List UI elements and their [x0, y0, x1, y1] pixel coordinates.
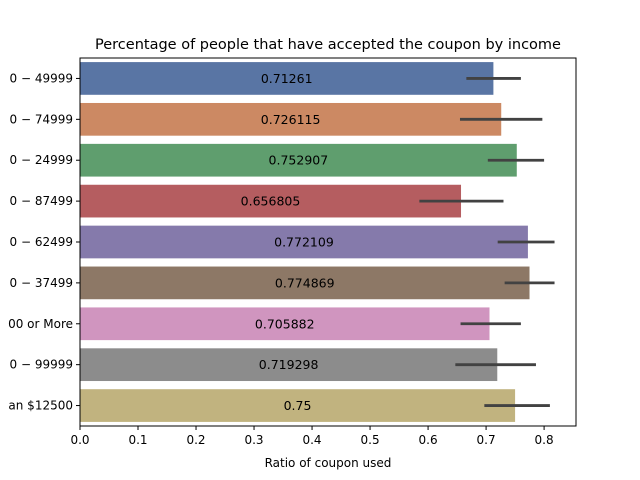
bar	[80, 102, 502, 136]
y-tick-label: an $12500	[8, 399, 73, 413]
bar-value-label: 0.774869	[275, 275, 335, 290]
y-tick-label: 0 − 24999	[10, 153, 74, 167]
x-tick-label: 0.8	[535, 433, 554, 447]
y-tick-label: 0 − 74999	[10, 112, 74, 126]
x-tick-label: 0.6	[419, 433, 438, 447]
error-bars-layer	[419, 77, 555, 407]
bars-layer	[80, 62, 530, 422]
y-tick-label: 00 or More	[8, 317, 73, 331]
y-tick-label: 0 − 37499	[10, 276, 74, 290]
bar	[80, 266, 530, 300]
y-tick-label: 0 − 87499	[10, 194, 74, 208]
x-axis-label: Ratio of coupon used	[265, 456, 392, 470]
y-tick-label: 0 − 49999	[10, 71, 74, 85]
x-tick-label: 0.7	[477, 433, 496, 447]
bar-value-label: 0.71261	[261, 71, 313, 86]
x-tick-label: 0.4	[302, 433, 321, 447]
bar-value-label: 0.726115	[261, 112, 321, 127]
bar	[80, 307, 490, 341]
chart-title: Percentage of people that have accepted …	[95, 37, 561, 53]
bar-value-label: 0.752907	[269, 153, 329, 168]
y-tick-label: 0 − 62499	[10, 235, 74, 249]
x-tick-label: 0.2	[186, 433, 205, 447]
bar-value-label: 0.705882	[255, 316, 315, 331]
x-tick-label: 0.3	[244, 433, 263, 447]
bar	[80, 184, 462, 218]
bar	[80, 225, 528, 259]
bar	[80, 348, 498, 382]
bar-value-label: 0.75	[284, 398, 312, 413]
y-axis: 0 − 49999 0 − 74999 0 − 24999 0 − 87499 0 − …	[8, 71, 80, 413]
x-tick-label: 0.5	[361, 433, 380, 447]
x-axis: 0.0 0.1 0.2 0.3 0.4 0.5 0.6 0.7 0.8	[70, 426, 554, 447]
x-tick-label: 0.1	[128, 433, 147, 447]
bar-labels-layer: 0.71261 0.726115 0.752907 0.656805 0.772109 0…	[241, 71, 335, 413]
bar	[80, 62, 494, 95]
bar-value-label: 0.772109	[274, 235, 334, 250]
bar-value-label: 0.656805	[241, 194, 301, 209]
bar-value-label: 0.719298	[259, 357, 319, 372]
bar	[80, 389, 516, 422]
bar	[80, 143, 517, 177]
x-tick-label: 0.0	[70, 433, 89, 447]
y-tick-label: 0 − 99999	[10, 358, 74, 372]
